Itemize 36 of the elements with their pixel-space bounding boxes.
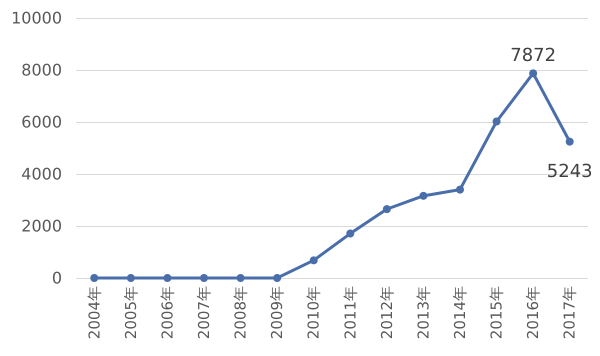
x-tick-label: 2004年	[85, 286, 104, 340]
point	[273, 274, 282, 282]
y-tick-label: 0	[52, 268, 62, 288]
point	[382, 205, 391, 214]
point	[126, 274, 135, 282]
x-tick-label: 2011年	[341, 286, 360, 340]
x-tick-label: 2013年	[414, 286, 432, 340]
x-tick-label: 2015年	[488, 286, 506, 340]
x-tick-label: 2005年	[122, 286, 140, 340]
y-tick-label: 8000	[21, 60, 62, 80]
x-tick-label: 2008年	[232, 286, 250, 340]
x-tick-label: 2014年	[451, 286, 469, 340]
point	[492, 117, 501, 126]
point	[90, 274, 98, 282]
point	[200, 274, 208, 282]
x-tick-label: 2016年	[524, 286, 542, 340]
point	[456, 186, 464, 194]
point	[163, 274, 172, 282]
y-tick-label: 6000	[21, 112, 62, 132]
y-tick-label: 10000	[11, 8, 62, 28]
point	[346, 230, 354, 238]
point	[566, 138, 574, 146]
point	[419, 192, 428, 200]
data-label: 5243	[546, 161, 593, 182]
point	[236, 274, 245, 282]
x-tick-label: 2012年	[378, 286, 396, 340]
point	[310, 256, 318, 264]
data-label: 7872	[510, 44, 556, 66]
y-tick-label: 2000	[21, 216, 62, 236]
x-tick-label: 2010年	[304, 286, 323, 340]
y-tick-label: 4000	[21, 164, 62, 184]
point	[529, 69, 538, 78]
x-tick-label: 2006年	[158, 286, 176, 340]
x-tick-label: 2007年	[195, 286, 213, 340]
x-tick-label: 2017年	[560, 286, 579, 340]
x-tick-label: 2009年	[268, 286, 286, 340]
